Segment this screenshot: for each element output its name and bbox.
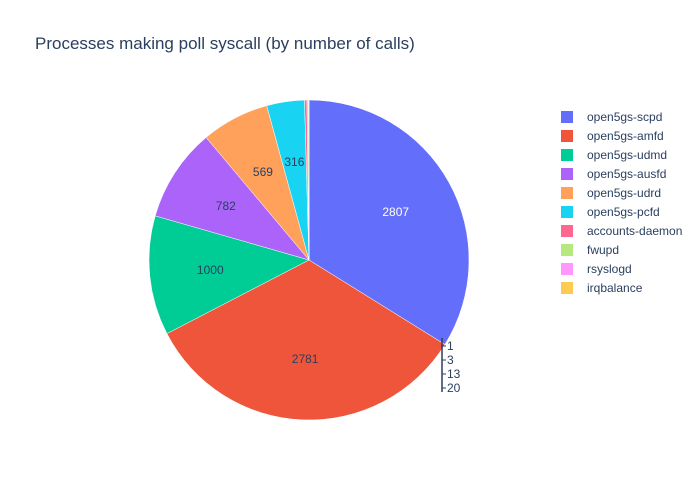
legend-swatch — [561, 262, 573, 275]
slice-value-label: 2781 — [292, 352, 319, 366]
legend-label: open5gs-amfd — [587, 128, 664, 143]
legend-item-open5gs-ausfd[interactable]: open5gs-ausfd — [561, 164, 682, 183]
legend-swatch — [561, 186, 573, 199]
legend-swatch — [561, 205, 573, 218]
legend-label: open5gs-ausfd — [587, 166, 667, 181]
legend-label: irqbalance — [587, 280, 643, 295]
slice-value-label: 782 — [216, 199, 236, 213]
legend-label: open5gs-udmd — [587, 147, 668, 162]
chart-title: Processes making poll syscall (by number… — [35, 34, 415, 53]
legend-item-rsyslogd[interactable]: rsyslogd — [561, 259, 682, 278]
slice-value-label-outside: 3 — [447, 353, 454, 367]
pie-slice-open5gs-ausfd[interactable] — [154, 137, 310, 261]
legend-swatch — [561, 148, 573, 161]
legend: open5gs-scpd open5gs-amfd open5gs-udmd open… — [561, 107, 682, 297]
legend-swatch — [561, 281, 573, 294]
pie-slices — [148, 99, 470, 421]
slice-value-label: 1000 — [197, 263, 224, 277]
legend-swatch — [561, 167, 573, 180]
legend-label: open5gs-scpd — [587, 109, 663, 124]
legend-label: rsyslogd — [587, 261, 632, 276]
slice-value-label: 569 — [253, 165, 273, 179]
pie-slice-open5gs-scpd[interactable] — [308, 99, 470, 345]
pie-slice-open5gs-amfd[interactable] — [166, 259, 446, 421]
legend-item-fwupd[interactable]: fwupd — [561, 240, 682, 259]
legend-item-open5gs-udrd[interactable]: open5gs-udrd — [561, 183, 682, 202]
slice-value-label-outside: 1 — [447, 339, 454, 353]
slice-value-label: 316 — [284, 155, 304, 169]
legend-label: fwupd — [587, 242, 620, 257]
slice-value-label-outside: 13 — [447, 367, 461, 381]
legend-swatch — [561, 224, 573, 237]
slice-value-label-outside: 20 — [447, 381, 461, 395]
legend-item-accounts-daemon[interactable]: accounts-daemon — [561, 221, 682, 240]
legend-item-open5gs-udmd[interactable]: open5gs-udmd — [561, 145, 682, 164]
slice-labels: 2807 2781 1000 782 569 316 — [197, 155, 409, 366]
legend-label: open5gs-udrd — [587, 185, 662, 200]
legend-item-irqbalance[interactable]: irqbalance — [561, 278, 682, 297]
legend-item-open5gs-pcfd[interactable]: open5gs-pcfd — [561, 202, 682, 221]
legend-item-open5gs-amfd[interactable]: open5gs-amfd — [561, 126, 682, 145]
legend-item-open5gs-scpd[interactable]: open5gs-scpd — [561, 107, 682, 126]
legend-label: open5gs-pcfd — [587, 204, 660, 219]
slice-value-label: 2807 — [382, 205, 409, 219]
legend-label: accounts-daemon — [587, 223, 683, 238]
legend-swatch — [561, 129, 573, 142]
pie-slice-open5gs-udmd[interactable] — [148, 215, 310, 334]
legend-swatch — [561, 243, 573, 256]
legend-swatch — [561, 110, 573, 123]
